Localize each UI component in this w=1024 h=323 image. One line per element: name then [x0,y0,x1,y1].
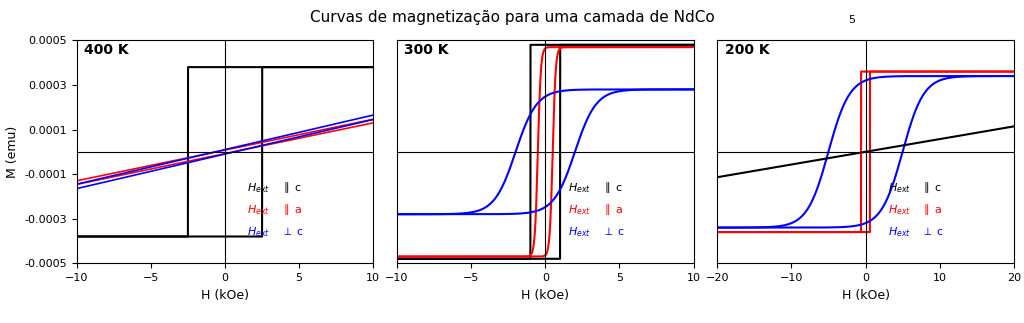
Text: $\parallel$ c: $\parallel$ c [602,180,623,195]
Text: $H_{ext}$: $H_{ext}$ [567,203,591,217]
Text: $H_{ext}$: $H_{ext}$ [888,225,910,239]
Text: $H_{ext}$: $H_{ext}$ [567,181,591,195]
Text: $\parallel$ a: $\parallel$ a [922,202,942,217]
Text: $H_{ext}$: $H_{ext}$ [247,225,270,239]
Y-axis label: M (emu): M (emu) [6,126,18,178]
Text: $\parallel$ a: $\parallel$ a [282,202,303,217]
Text: $\parallel$ a: $\parallel$ a [602,202,623,217]
Text: 400 K: 400 K [84,43,129,57]
X-axis label: H (kOe): H (kOe) [201,288,249,302]
Text: $\perp$ c: $\perp$ c [602,225,625,237]
Text: $\perp$ c: $\perp$ c [922,225,944,237]
X-axis label: H (kOe): H (kOe) [521,288,569,302]
Text: 300 K: 300 K [404,43,449,57]
X-axis label: H (kOe): H (kOe) [842,288,890,302]
Text: $H_{ext}$: $H_{ext}$ [888,203,910,217]
Text: $\parallel$ c: $\parallel$ c [922,180,942,195]
Text: 200 K: 200 K [725,43,769,57]
Text: $H_{ext}$: $H_{ext}$ [567,225,591,239]
Text: $\parallel$ c: $\parallel$ c [282,180,302,195]
Text: $H_{ext}$: $H_{ext}$ [888,181,910,195]
Text: 5: 5 [848,15,855,25]
Text: $H_{ext}$: $H_{ext}$ [247,181,270,195]
Text: $H_{ext}$: $H_{ext}$ [247,203,270,217]
Text: Curvas de magnetização para uma camada de NdCo: Curvas de magnetização para uma camada d… [309,10,715,25]
Text: $\perp$ c: $\perp$ c [282,225,304,237]
